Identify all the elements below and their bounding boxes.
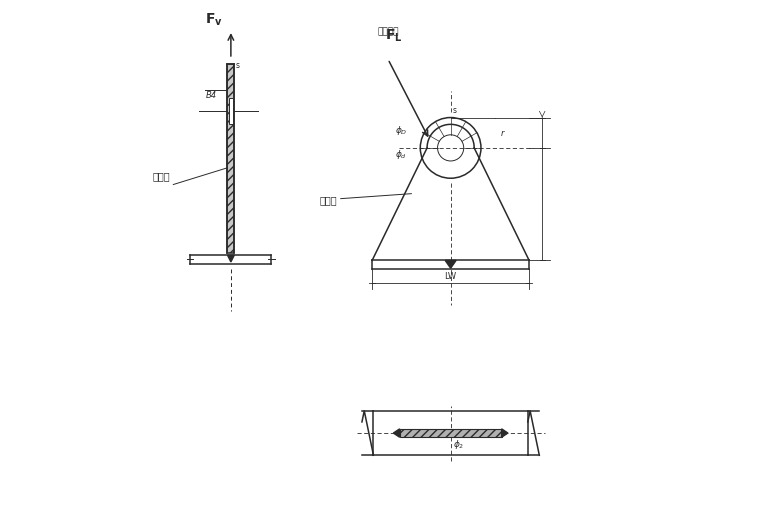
Text: s: s xyxy=(236,62,240,70)
Polygon shape xyxy=(394,429,400,437)
Text: B4: B4 xyxy=(206,91,217,100)
Text: r: r xyxy=(500,129,504,138)
Text: $\phi_2$: $\phi_2$ xyxy=(453,438,464,451)
Polygon shape xyxy=(227,255,234,262)
Text: $\mathbf{F_v}$: $\mathbf{F_v}$ xyxy=(205,11,223,27)
Text: $\mathbf{F_L}$: $\mathbf{F_L}$ xyxy=(385,28,403,44)
Text: 吊拉方向: 吊拉方向 xyxy=(378,27,399,36)
Polygon shape xyxy=(502,429,508,437)
Text: s: s xyxy=(452,106,456,115)
Text: LW: LW xyxy=(445,272,457,281)
Text: 吊耳板: 吊耳板 xyxy=(320,195,337,205)
Bar xyxy=(227,64,234,252)
Text: $\phi_d$: $\phi_d$ xyxy=(395,148,407,161)
Text: $\phi_D$: $\phi_D$ xyxy=(394,124,407,137)
Text: 吊耳板: 吊耳板 xyxy=(153,171,170,181)
Polygon shape xyxy=(445,260,456,268)
Bar xyxy=(400,429,502,437)
Bar xyxy=(229,98,233,125)
